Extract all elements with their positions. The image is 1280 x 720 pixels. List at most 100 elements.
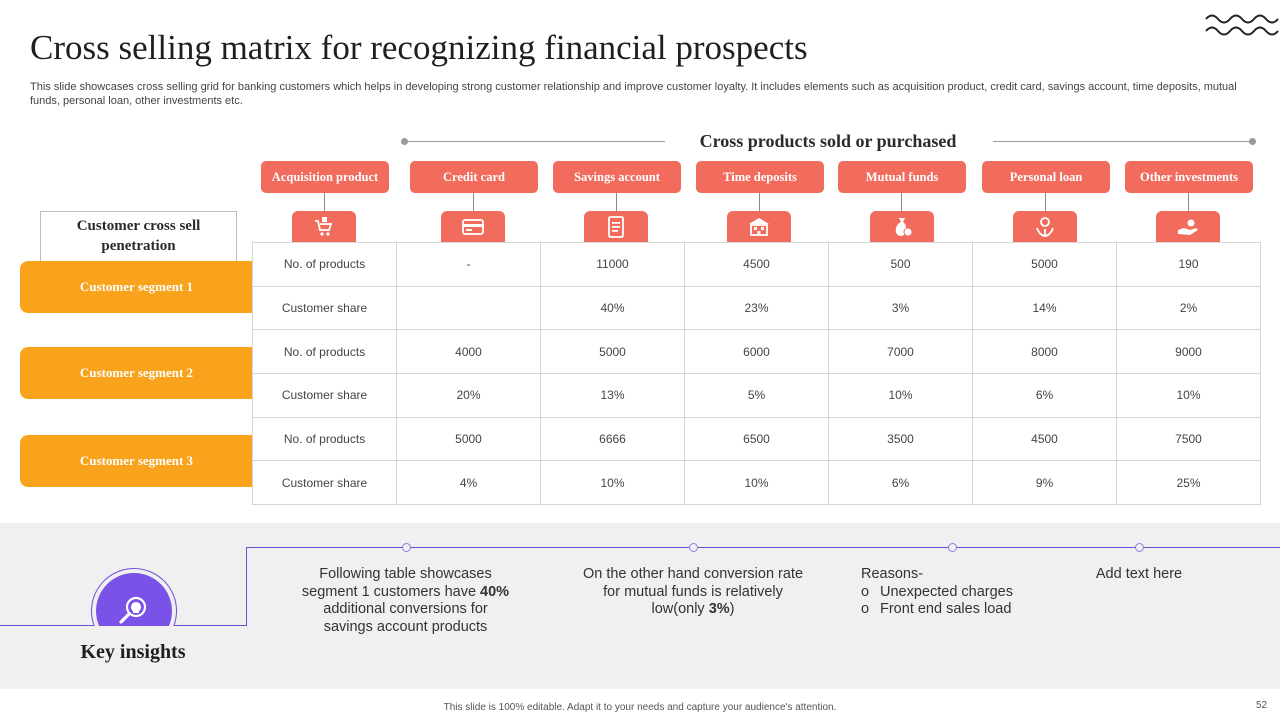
table-row: Customer share 4% 10% 10% 6% 9% 25% (252, 460, 1261, 505)
table-cell: 10% (540, 460, 685, 505)
insight-4-text: Add text here (1095, 566, 1183, 582)
table-row: No. of products - 11000 4500 500 5000 19… (252, 242, 1261, 287)
table-cell: 40% (540, 285, 685, 331)
table-cell: 3500 (828, 416, 973, 462)
table-cell: 4% (396, 460, 541, 505)
insight-3-text: Reasons- Unexpected charges Front end sa… (861, 566, 1061, 619)
table-cell: 23% (684, 285, 829, 331)
key-insights-title: Key insights (80, 641, 186, 663)
header-line-left (405, 141, 665, 142)
row-label: No. of products (252, 329, 397, 374)
row-label: No. of products (252, 416, 397, 462)
column-connector (1188, 193, 1189, 211)
table-cell (396, 285, 541, 331)
table-row: Customer share 40% 23% 3% 14% 2% (252, 285, 1261, 331)
wave-decoration-icon (1205, 14, 1279, 36)
footer-note: This slide is 100% editable. Adapt it to… (443, 702, 837, 713)
table-cell: 2% (1116, 285, 1261, 331)
table-cell: 13% (540, 372, 685, 418)
hand-coin-icon (1156, 211, 1220, 242)
table-cell: 4000 (396, 329, 541, 374)
row-label: Customer share (252, 372, 397, 418)
insight-dot (948, 543, 957, 552)
header-line-right (993, 141, 1253, 142)
row-label: Customer share (252, 460, 397, 505)
table-cell: 10% (828, 372, 973, 418)
column-header-credit-card: Credit card (410, 161, 538, 193)
table-cell: 500 (828, 242, 973, 287)
insight-2-before: On the other hand conversion rate for mu… (582, 566, 804, 617)
column-header-acquisition-product: Acquisition product (261, 161, 389, 193)
slide-description: This slide showcases cross selling grid … (30, 81, 1237, 107)
column-connector (473, 193, 474, 211)
column-header-personal-loan: Personal loan (982, 161, 1110, 193)
column-header-savings-account: Savings account (553, 161, 681, 193)
document-list-icon (584, 211, 648, 242)
table-cell: 7000 (828, 329, 973, 374)
insight-1-bold: 40% (480, 583, 510, 600)
column-connector (901, 193, 902, 211)
insight-3-heading: Reasons- (861, 566, 924, 582)
table-cell: 6% (972, 372, 1117, 418)
insight-2-after: ) (729, 601, 735, 617)
table-cell: 3% (828, 285, 973, 331)
table-cell: 6666 (540, 416, 685, 462)
hand-dollar-icon (1013, 211, 1077, 242)
segment-1-label: Customer segment 1 (20, 261, 253, 313)
table-cell: 9% (972, 460, 1117, 505)
insight-dot (402, 543, 411, 552)
table-cell: 11000 (540, 242, 685, 287)
table-cell: 5000 (540, 329, 685, 374)
table-cell: 7500 (1116, 416, 1261, 462)
column-header-time-deposits: Time deposits (696, 161, 824, 193)
insight-2-bold: 3% (708, 601, 730, 617)
table-cell: 20% (396, 372, 541, 418)
column-connector (1045, 193, 1046, 211)
insight-1-before: Following table showcases segment 1 cust… (301, 566, 492, 600)
table-cell: 5% (684, 372, 829, 418)
table-cell: 6000 (684, 329, 829, 374)
row-label: No. of products (252, 242, 397, 287)
table-cell: - (396, 242, 541, 287)
column-header-other-investments: Other investments (1125, 161, 1253, 193)
segment-3-label: Customer segment 3 (20, 435, 253, 487)
header-line-dot-right (1249, 138, 1256, 145)
credit-card-icon (441, 211, 505, 242)
table-row: No. of products 4000 5000 6000 7000 8000… (252, 329, 1261, 374)
table-cell: 5000 (396, 416, 541, 462)
table-cell: 8000 (972, 329, 1117, 374)
customer-cross-sell-penetration-label: Customer cross sell penetration (40, 211, 237, 261)
row-label: Customer share (252, 285, 397, 331)
bank-icon (727, 211, 791, 242)
cross-products-title: Cross products sold or purchased (699, 131, 957, 151)
table-cell: 5000 (972, 242, 1117, 287)
column-header-mutual-funds: Mutual funds (838, 161, 966, 193)
insight-1-text: Following table showcases segment 1 cust… (298, 566, 513, 636)
table-cell: 190 (1116, 242, 1261, 287)
header-line-dot-left (401, 138, 408, 145)
table-row: Customer share 20% 13% 5% 10% 6% 10% (252, 372, 1261, 418)
insight-line-vertical (246, 547, 247, 626)
table-cell: 4500 (684, 242, 829, 287)
cross-sell-matrix-table: No. of products - 11000 4500 500 5000 19… (252, 242, 1261, 505)
column-connector (616, 193, 617, 211)
table-cell: 6500 (684, 416, 829, 462)
column-connector (324, 193, 325, 211)
table-cell: 6% (828, 460, 973, 505)
insight-dot (1135, 543, 1144, 552)
list-item: Unexpected charges (861, 584, 1061, 602)
table-cell: 10% (684, 460, 829, 505)
table-row: No. of products 5000 6666 6500 3500 4500… (252, 416, 1261, 462)
page-number: 52 (1256, 700, 1268, 711)
column-connector (759, 193, 760, 211)
table-cell: 4500 (972, 416, 1117, 462)
table-cell: 10% (1116, 372, 1261, 418)
insight-3-bullets: Unexpected charges Front end sales load (861, 584, 1061, 619)
insight-1-after: additional conversions for savings accou… (323, 601, 488, 635)
slide-title: Cross selling matrix for recognizing fin… (30, 28, 808, 67)
segment-2-label: Customer segment 2 (20, 347, 253, 399)
money-bag-icon (870, 211, 934, 242)
table-cell: 25% (1116, 460, 1261, 505)
key-insights-panel (0, 523, 1280, 689)
insight-icon-cover (90, 626, 180, 666)
